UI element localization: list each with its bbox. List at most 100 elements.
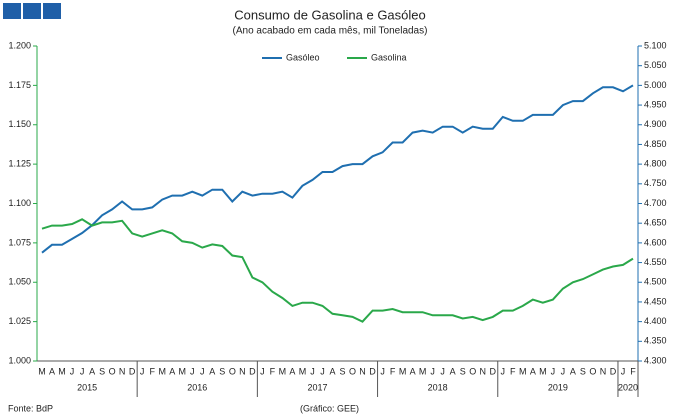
x-tick-label: O	[469, 366, 476, 376]
chart-title: Consumo de Gasolina e Gasóleo	[234, 7, 426, 22]
x-tick-label: M	[519, 366, 527, 376]
x-tick-label: S	[99, 366, 105, 376]
y2-tick-label: 4.600	[644, 237, 667, 247]
x-tick-label: M	[38, 366, 46, 376]
x-tick-label: N	[119, 366, 126, 376]
x-tick-label: N	[359, 366, 366, 376]
x-tick-label: F	[270, 366, 276, 376]
x-tick-label: A	[410, 366, 416, 376]
x-tick-label: O	[589, 366, 596, 376]
x-tick-label: D	[610, 366, 617, 376]
y2-tick-label: 4.450	[644, 296, 667, 306]
x-tick-label: A	[450, 366, 456, 376]
y-tick-label: 1.100	[8, 198, 31, 208]
y-tick-label: 1.175	[8, 80, 31, 90]
y2-tick-label: 4.800	[644, 159, 667, 169]
x-tick-label: M	[299, 366, 307, 376]
legend-label: Gasolina	[371, 52, 407, 62]
x-tick-label: O	[109, 366, 116, 376]
x-tick-label: J	[260, 366, 265, 376]
x-tick-label: F	[149, 366, 155, 376]
x-tick-label: N	[239, 366, 246, 376]
year-label: 2020	[618, 382, 638, 392]
x-tick-label: M	[399, 366, 407, 376]
source: Fonte: BdP	[8, 403, 53, 413]
x-tick-label: J	[190, 366, 195, 376]
year-label: 2016	[187, 382, 207, 392]
x-tick-label: M	[158, 366, 166, 376]
logo-block	[3, 3, 21, 19]
y2-tick-label: 5.050	[644, 60, 667, 70]
y-tick-label: 1.150	[8, 119, 31, 129]
year-label: 2018	[428, 382, 448, 392]
x-tick-label: A	[49, 366, 55, 376]
y2-tick-label: 4.700	[644, 198, 667, 208]
credit: (Gráfico: GEE)	[300, 403, 359, 413]
year-label: 2019	[548, 382, 568, 392]
y2-tick-label: 4.300	[644, 355, 667, 365]
x-tick-label: A	[570, 366, 576, 376]
x-tick-label: O	[349, 366, 356, 376]
y2-tick-label: 4.400	[644, 316, 667, 326]
x-tick-label: J	[440, 366, 445, 376]
x-tick-label: D	[129, 366, 136, 376]
series-line	[41, 218, 634, 323]
y2-tick-label: 4.900	[644, 119, 667, 129]
x-tick-label: A	[169, 366, 175, 376]
x-tick-label: J	[80, 366, 85, 376]
x-tick-label: D	[369, 366, 376, 376]
x-tick-label: M	[419, 366, 427, 376]
y2-tick-label: 4.850	[644, 139, 667, 149]
y-tick-label: 1.200	[8, 40, 31, 50]
year-label: 2017	[307, 382, 327, 392]
x-tick-label: J	[380, 366, 385, 376]
x-tick-label: S	[340, 366, 346, 376]
x-tick-label: D	[249, 366, 256, 376]
logo-block	[23, 3, 41, 19]
y-tick-label: 1.050	[8, 277, 31, 287]
x-tick-label: A	[289, 366, 295, 376]
x-tick-label: A	[209, 366, 215, 376]
y2-tick-label: 5.100	[644, 40, 667, 50]
x-tick-label: J	[320, 366, 325, 376]
y2-tick-label: 5.000	[644, 80, 667, 90]
x-tick-label: J	[70, 366, 75, 376]
x-tick-label: J	[200, 366, 205, 376]
x-tick-label: A	[89, 366, 95, 376]
x-tick-label: A	[329, 366, 335, 376]
x-tick-label: N	[600, 366, 607, 376]
x-tick-label: J	[140, 366, 145, 376]
x-tick-label: S	[580, 366, 586, 376]
x-tick-label: F	[510, 366, 516, 376]
x-tick-label: J	[310, 366, 315, 376]
x-tick-label: A	[530, 366, 536, 376]
y2-tick-label: 4.550	[644, 257, 667, 267]
x-tick-label: J	[430, 366, 435, 376]
x-tick-label: M	[279, 366, 287, 376]
x-tick-label: M	[58, 366, 66, 376]
year-label: 2015	[77, 382, 97, 392]
x-tick-label: F	[390, 366, 396, 376]
x-tick-label: M	[539, 366, 547, 376]
x-tick-label: D	[490, 366, 497, 376]
legend-label: Gasóleo	[286, 52, 320, 62]
y2-tick-label: 4.750	[644, 178, 667, 188]
y2-tick-label: 4.500	[644, 277, 667, 287]
series-line	[41, 84, 634, 254]
x-tick-label: S	[219, 366, 225, 376]
x-tick-label: J	[501, 366, 506, 376]
y-tick-label: 1.025	[8, 316, 31, 326]
x-tick-label: J	[561, 366, 566, 376]
y-tick-label: 1.000	[8, 355, 31, 365]
y-tick-label: 1.075	[8, 237, 31, 247]
x-tick-label: O	[229, 366, 236, 376]
y-tick-label: 1.125	[8, 159, 31, 169]
x-tick-label: S	[460, 366, 466, 376]
logo-block	[43, 3, 61, 19]
chart-subtitle: (Ano acabado em cada mês, mil Toneladas)	[233, 26, 428, 37]
y2-tick-label: 4.650	[644, 218, 667, 228]
x-tick-label: F	[630, 366, 636, 376]
y2-tick-label: 4.350	[644, 336, 667, 346]
x-tick-label: J	[551, 366, 556, 376]
